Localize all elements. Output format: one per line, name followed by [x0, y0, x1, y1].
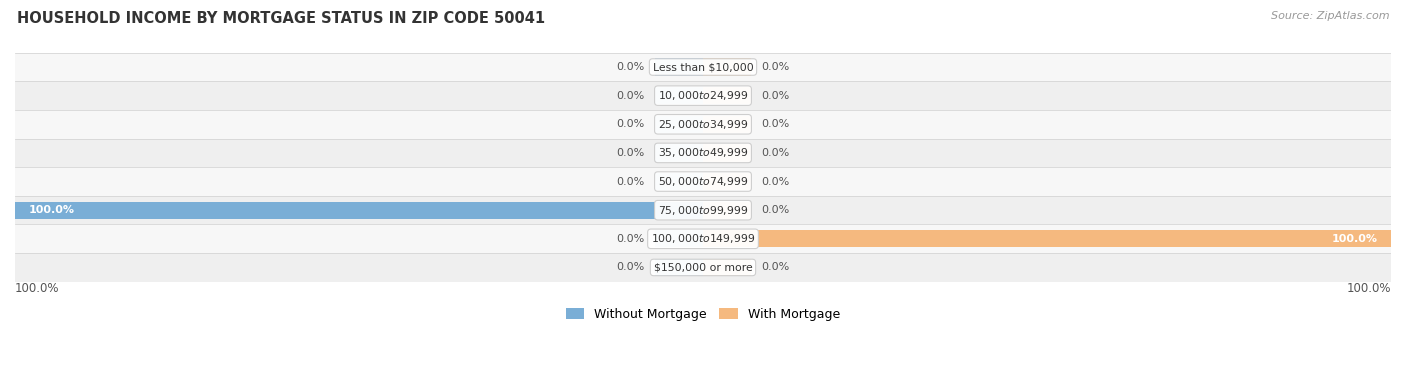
Text: $35,000 to $49,999: $35,000 to $49,999 — [658, 146, 748, 159]
Text: $25,000 to $34,999: $25,000 to $34,999 — [658, 118, 748, 131]
Bar — [655, 173, 703, 190]
Text: $50,000 to $74,999: $50,000 to $74,999 — [658, 175, 748, 188]
Text: 0.0%: 0.0% — [762, 62, 790, 72]
Bar — [655, 116, 703, 133]
Text: 0.0%: 0.0% — [616, 90, 644, 101]
Text: Source: ZipAtlas.com: Source: ZipAtlas.com — [1271, 11, 1389, 21]
Text: 0.0%: 0.0% — [616, 262, 644, 273]
Bar — [15, 53, 1391, 81]
Text: 0.0%: 0.0% — [616, 148, 644, 158]
Bar — [655, 58, 703, 76]
Bar — [15, 196, 1391, 224]
Text: $10,000 to $24,999: $10,000 to $24,999 — [658, 89, 748, 102]
Bar — [15, 167, 1391, 196]
Bar — [703, 259, 751, 276]
Bar — [655, 230, 703, 247]
Text: $100,000 to $149,999: $100,000 to $149,999 — [651, 232, 755, 245]
Bar — [703, 230, 1391, 247]
Text: 0.0%: 0.0% — [616, 119, 644, 129]
Bar — [15, 202, 703, 219]
Text: 0.0%: 0.0% — [762, 119, 790, 129]
Text: 0.0%: 0.0% — [616, 176, 644, 187]
Bar — [703, 58, 751, 76]
Text: 0.0%: 0.0% — [616, 234, 644, 244]
Text: 100.0%: 100.0% — [1331, 234, 1378, 244]
Bar — [703, 173, 751, 190]
Bar — [703, 202, 751, 219]
Bar — [15, 224, 1391, 253]
Text: 100.0%: 100.0% — [15, 282, 59, 295]
Text: 0.0%: 0.0% — [762, 205, 790, 215]
Legend: Without Mortgage, With Mortgage: Without Mortgage, With Mortgage — [561, 303, 845, 326]
Text: 0.0%: 0.0% — [616, 62, 644, 72]
Bar — [703, 144, 751, 161]
Text: $75,000 to $99,999: $75,000 to $99,999 — [658, 204, 748, 217]
Text: HOUSEHOLD INCOME BY MORTGAGE STATUS IN ZIP CODE 50041: HOUSEHOLD INCOME BY MORTGAGE STATUS IN Z… — [17, 11, 546, 26]
Text: 0.0%: 0.0% — [762, 90, 790, 101]
Text: 100.0%: 100.0% — [1347, 282, 1391, 295]
Bar — [655, 259, 703, 276]
Text: $150,000 or more: $150,000 or more — [654, 262, 752, 273]
Bar — [15, 110, 1391, 139]
Bar — [15, 253, 1391, 282]
Bar — [703, 116, 751, 133]
Bar — [655, 87, 703, 104]
Bar — [703, 87, 751, 104]
Bar — [655, 144, 703, 161]
Text: 0.0%: 0.0% — [762, 148, 790, 158]
Text: 0.0%: 0.0% — [762, 176, 790, 187]
Text: 100.0%: 100.0% — [28, 205, 75, 215]
Text: Less than $10,000: Less than $10,000 — [652, 62, 754, 72]
Text: 0.0%: 0.0% — [762, 262, 790, 273]
Bar — [15, 139, 1391, 167]
Bar — [15, 81, 1391, 110]
